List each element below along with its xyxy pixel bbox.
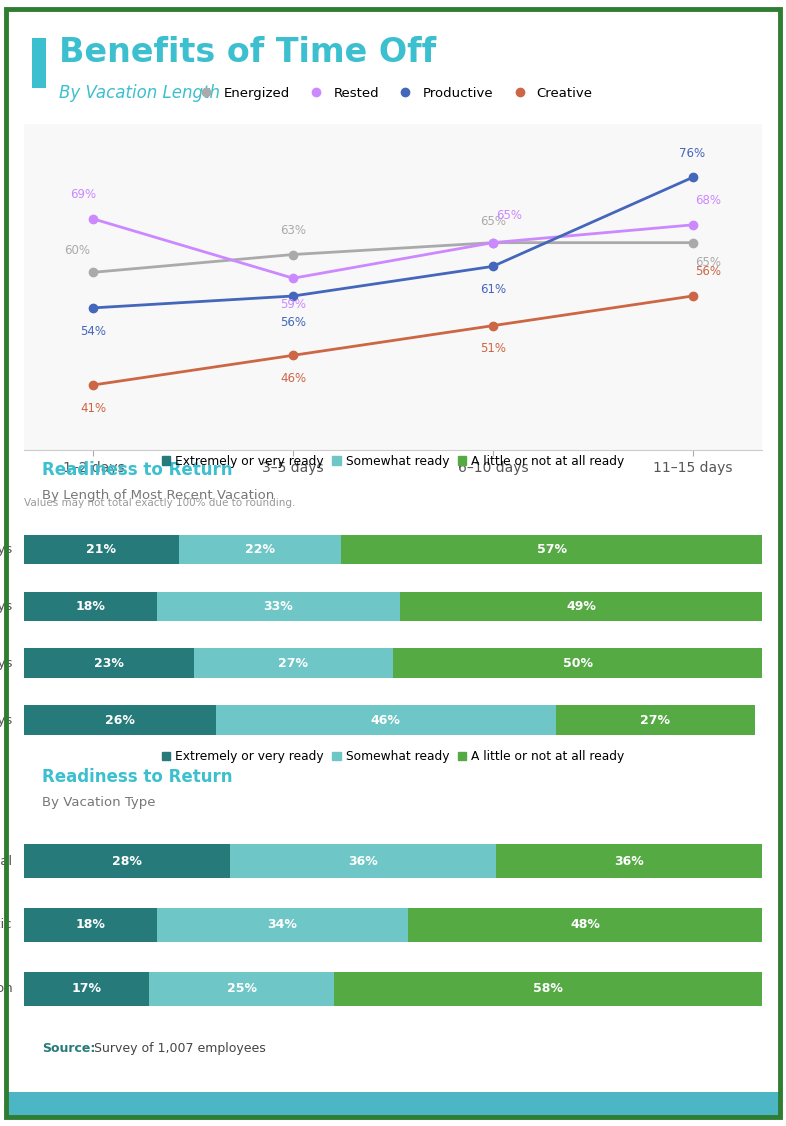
Text: 69%: 69% bbox=[71, 188, 97, 202]
Text: 34%: 34% bbox=[267, 919, 297, 931]
Text: 63%: 63% bbox=[280, 224, 307, 236]
Bar bbox=[24, 909, 156, 941]
Text: 56%: 56% bbox=[280, 315, 307, 329]
Text: 27%: 27% bbox=[641, 714, 670, 726]
Text: 60%: 60% bbox=[64, 244, 90, 258]
Text: 65%: 65% bbox=[479, 215, 506, 227]
Bar bbox=[215, 705, 556, 735]
Text: 61%: 61% bbox=[479, 283, 506, 296]
Text: International: International bbox=[0, 855, 13, 867]
Text: 65%: 65% bbox=[696, 257, 722, 269]
Text: By Vacation Type: By Vacation Type bbox=[42, 796, 156, 808]
Text: Readiness to Return: Readiness to Return bbox=[42, 768, 233, 786]
Text: Survey of 1,007 employees: Survey of 1,007 employees bbox=[94, 1043, 266, 1055]
Text: Domestic: Domestic bbox=[0, 919, 13, 931]
Legend: Extremely or very ready, Somewhat ready, A little or not at all ready: Extremely or very ready, Somewhat ready,… bbox=[156, 745, 630, 768]
Bar bbox=[193, 649, 393, 678]
Text: 1–2 days: 1–2 days bbox=[0, 543, 13, 556]
Text: 3–5 days: 3–5 days bbox=[0, 600, 13, 613]
Bar bbox=[497, 844, 762, 877]
Text: 27%: 27% bbox=[278, 656, 308, 670]
Bar bbox=[556, 705, 755, 735]
Bar bbox=[24, 535, 178, 564]
Text: 25%: 25% bbox=[226, 982, 256, 995]
Text: Readiness to Return: Readiness to Return bbox=[42, 462, 233, 480]
Text: 54%: 54% bbox=[80, 324, 106, 338]
Text: 48%: 48% bbox=[570, 919, 600, 931]
Text: By Vacation Length: By Vacation Length bbox=[59, 83, 220, 101]
Bar bbox=[24, 649, 193, 678]
Text: 51%: 51% bbox=[479, 342, 506, 356]
Bar bbox=[408, 909, 762, 941]
Text: 41%: 41% bbox=[80, 402, 107, 414]
Text: 76%: 76% bbox=[679, 146, 706, 160]
Text: 28%: 28% bbox=[112, 855, 142, 867]
Bar bbox=[341, 535, 762, 564]
Bar bbox=[24, 972, 149, 1006]
Text: 49%: 49% bbox=[567, 600, 597, 613]
Bar bbox=[178, 535, 341, 564]
Text: 56%: 56% bbox=[696, 266, 722, 278]
Bar bbox=[393, 649, 762, 678]
Legend: Extremely or very ready, Somewhat ready, A little or not at all ready: Extremely or very ready, Somewhat ready,… bbox=[156, 450, 630, 473]
Text: Benefits of Time Off: Benefits of Time Off bbox=[59, 36, 436, 69]
Text: Source:: Source: bbox=[42, 1043, 95, 1055]
Text: 26%: 26% bbox=[105, 714, 134, 726]
Text: 23%: 23% bbox=[94, 656, 123, 670]
Text: Values may not total exactly 100% due to rounding.: Values may not total exactly 100% due to… bbox=[24, 498, 295, 508]
Text: 65%: 65% bbox=[496, 209, 522, 222]
Text: By Length of Most Recent Vacation: By Length of Most Recent Vacation bbox=[42, 489, 274, 502]
Legend: Energized, Rested, Productive, Creative: Energized, Rested, Productive, Creative bbox=[188, 82, 598, 106]
Text: 17%: 17% bbox=[72, 982, 101, 995]
Text: 68%: 68% bbox=[696, 194, 722, 207]
Text: 57%: 57% bbox=[537, 543, 567, 556]
Bar bbox=[32, 38, 46, 88]
Text: 59%: 59% bbox=[280, 298, 307, 311]
Text: 6–10 days: 6–10 days bbox=[0, 656, 13, 670]
Text: 46%: 46% bbox=[280, 372, 307, 385]
Bar bbox=[24, 591, 156, 622]
Text: 18%: 18% bbox=[75, 600, 105, 613]
Text: 36%: 36% bbox=[348, 855, 378, 867]
Text: 33%: 33% bbox=[263, 600, 293, 613]
Text: 58%: 58% bbox=[533, 982, 563, 995]
Text: 50%: 50% bbox=[563, 656, 593, 670]
Bar bbox=[334, 972, 762, 1006]
Bar bbox=[400, 591, 762, 622]
Bar bbox=[230, 844, 497, 877]
Text: 11–15 days: 11–15 days bbox=[0, 714, 13, 726]
Text: 46%: 46% bbox=[371, 714, 401, 726]
Text: Staycation: Staycation bbox=[0, 982, 13, 995]
Text: 36%: 36% bbox=[615, 855, 645, 867]
Text: 18%: 18% bbox=[75, 919, 105, 931]
Bar bbox=[149, 972, 334, 1006]
Text: 22%: 22% bbox=[245, 543, 275, 556]
Bar bbox=[156, 591, 400, 622]
Bar bbox=[156, 909, 408, 941]
Bar bbox=[24, 705, 215, 735]
Text: 21%: 21% bbox=[86, 543, 116, 556]
Bar bbox=[24, 844, 230, 877]
